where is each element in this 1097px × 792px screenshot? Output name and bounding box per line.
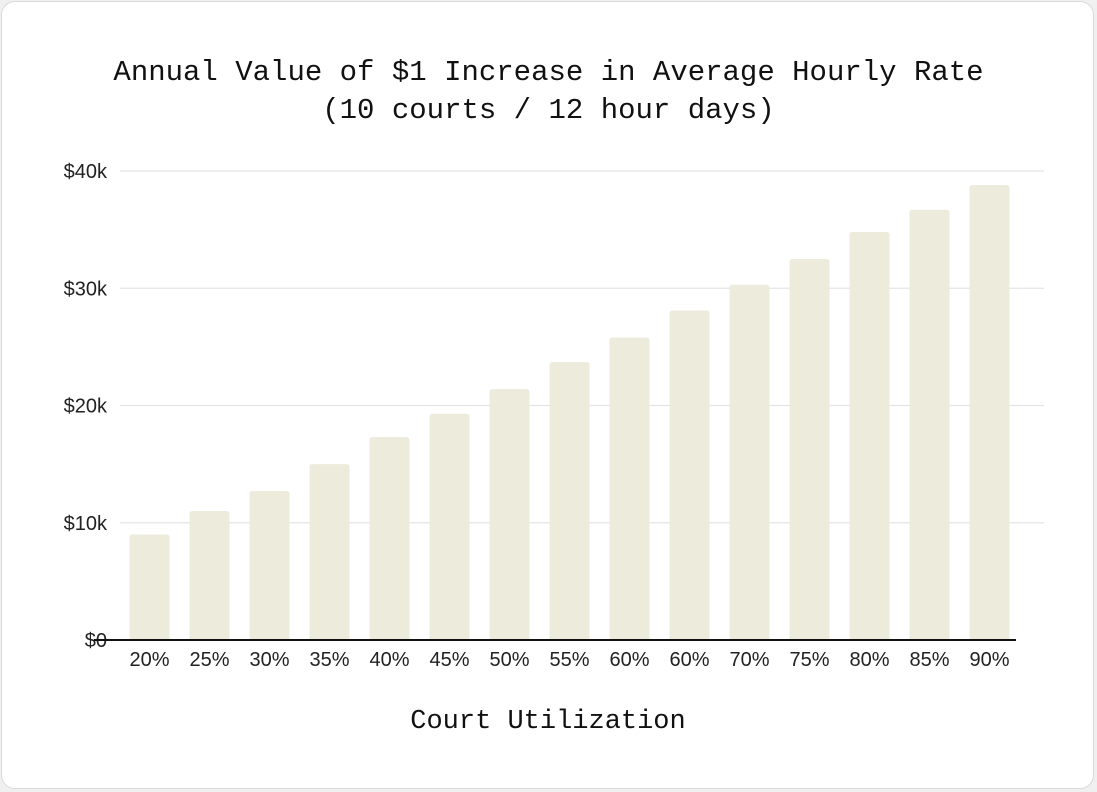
x-tick-label: 50% [489, 649, 529, 671]
x-tick-label: 55% [549, 649, 589, 671]
x-tick-label: 35% [309, 649, 349, 671]
bar [729, 284, 770, 640]
x-tick-label: 85% [909, 649, 949, 671]
bar [309, 464, 350, 640]
bar [369, 437, 410, 640]
chart-title: Annual Value of $1 Increase in Average H… [113, 56, 984, 89]
x-tick-label: 75% [789, 649, 829, 671]
y-tick-label: $30k [64, 278, 108, 300]
bar [669, 310, 710, 640]
x-tick-label: 20% [129, 649, 169, 671]
x-tick-label: 70% [729, 649, 769, 671]
bar [549, 362, 590, 640]
bar [429, 413, 470, 640]
bar [849, 231, 890, 640]
x-tick-label: 30% [249, 649, 289, 671]
bar [129, 534, 170, 640]
bar [189, 511, 230, 640]
x-tick-label: 80% [849, 649, 889, 671]
y-tick-label: $40k [64, 161, 108, 183]
bar [609, 337, 650, 640]
y-tick-label: $10k [64, 513, 108, 535]
y-axis-ticks: $0$10k$20k$30k$40k [64, 161, 108, 652]
x-tick-label: 25% [189, 649, 229, 671]
x-tick-label: 90% [969, 649, 1009, 671]
x-tick-label: 60% [609, 649, 649, 671]
bar [489, 389, 530, 640]
bars [129, 185, 1010, 640]
bar [969, 185, 1010, 640]
chart-title-block: Annual Value of $1 Increase in Average H… [0, 54, 1097, 130]
bar [249, 491, 290, 640]
y-tick-label: $20k [64, 396, 108, 418]
x-axis-ticks: 20% 25% 30% 35% 40% 45% 50% 55% 60% 60% 70% 75% 80% 8… [129, 649, 1009, 671]
x-tick-label: 60% [669, 649, 709, 671]
x-tick-label: 45% [429, 649, 469, 671]
bar [909, 209, 950, 640]
bar [789, 258, 830, 640]
x-tick-label: 40% [369, 649, 409, 671]
chart-subtitle: (10 courts / 12 hour days) [322, 94, 775, 127]
x-axis-label: Court Utilization [410, 707, 685, 737]
